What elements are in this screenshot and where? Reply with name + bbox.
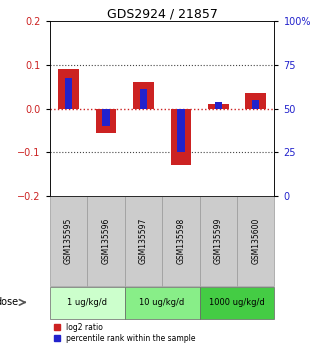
- Text: GSM135598: GSM135598: [176, 218, 185, 264]
- Bar: [200, 196, 237, 286]
- Legend: log2 ratio, percentile rank within the sample: log2 ratio, percentile rank within the s…: [54, 323, 195, 343]
- Text: GSM135599: GSM135599: [214, 217, 223, 264]
- Bar: [58, 69, 79, 109]
- Title: GDS2924 / 21857: GDS2924 / 21857: [107, 7, 218, 20]
- Bar: [140, 89, 147, 109]
- Bar: [252, 100, 259, 109]
- Text: GSM135600: GSM135600: [251, 217, 260, 264]
- Bar: [125, 196, 162, 286]
- Bar: [208, 104, 229, 109]
- Text: GSM135597: GSM135597: [139, 217, 148, 264]
- Bar: [50, 287, 125, 319]
- Text: 10 ug/kg/d: 10 ug/kg/d: [140, 298, 185, 307]
- Bar: [246, 93, 266, 109]
- Bar: [102, 109, 110, 126]
- Bar: [237, 196, 274, 286]
- Text: 1 ug/kg/d: 1 ug/kg/d: [67, 298, 107, 307]
- Bar: [65, 78, 72, 109]
- Text: GSM135596: GSM135596: [101, 217, 110, 264]
- Bar: [214, 102, 222, 109]
- Bar: [125, 287, 200, 319]
- Bar: [87, 196, 125, 286]
- Bar: [170, 109, 191, 165]
- Bar: [177, 109, 185, 152]
- Text: 1000 ug/kg/d: 1000 ug/kg/d: [209, 298, 265, 307]
- Bar: [133, 82, 154, 109]
- Bar: [96, 109, 116, 132]
- Bar: [162, 196, 200, 286]
- Text: dose: dose: [0, 297, 18, 307]
- Bar: [200, 287, 274, 319]
- Text: GSM135595: GSM135595: [64, 217, 73, 264]
- Bar: [50, 196, 87, 286]
